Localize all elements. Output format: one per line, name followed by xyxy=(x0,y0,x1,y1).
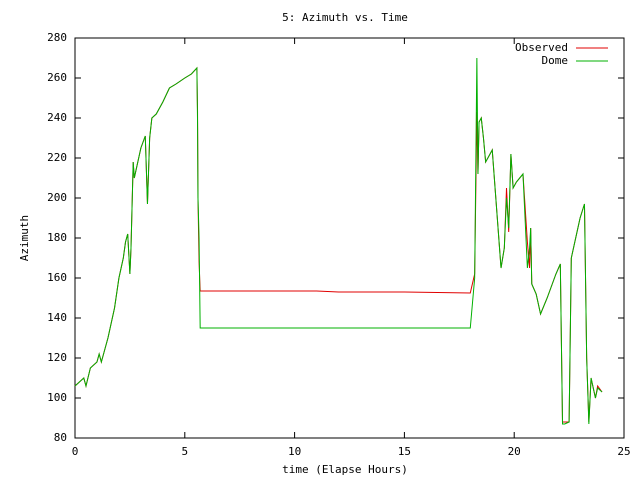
y-tick-label: 280 xyxy=(47,31,67,44)
x-tick-label: 0 xyxy=(72,445,79,458)
y-tick-label: 120 xyxy=(47,351,67,364)
x-tick-label: 20 xyxy=(508,445,521,458)
y-axis-label: Azimuth xyxy=(18,215,31,261)
y-tick-label: 80 xyxy=(54,431,67,444)
chart-title: 5: Azimuth vs. Time xyxy=(282,11,408,24)
x-tick-label: 10 xyxy=(288,445,301,458)
legend-label: Observed xyxy=(515,41,568,54)
x-tick-label: 15 xyxy=(398,445,411,458)
y-tick-label: 200 xyxy=(47,191,67,204)
y-tick-label: 180 xyxy=(47,231,67,244)
x-axis-label: time (Elapse Hours) xyxy=(282,463,408,476)
legend-label: Dome xyxy=(542,54,569,67)
series-line xyxy=(74,57,603,425)
y-tick-label: 140 xyxy=(47,311,67,324)
x-tick-label: 25 xyxy=(617,445,630,458)
y-tick-label: 240 xyxy=(47,111,67,124)
y-tick-label: 160 xyxy=(47,271,67,284)
y-tick-label: 220 xyxy=(47,151,67,164)
y-tick-label: 100 xyxy=(47,391,67,404)
x-tick-label: 5 xyxy=(181,445,188,458)
y-tick-label: 260 xyxy=(47,71,67,84)
